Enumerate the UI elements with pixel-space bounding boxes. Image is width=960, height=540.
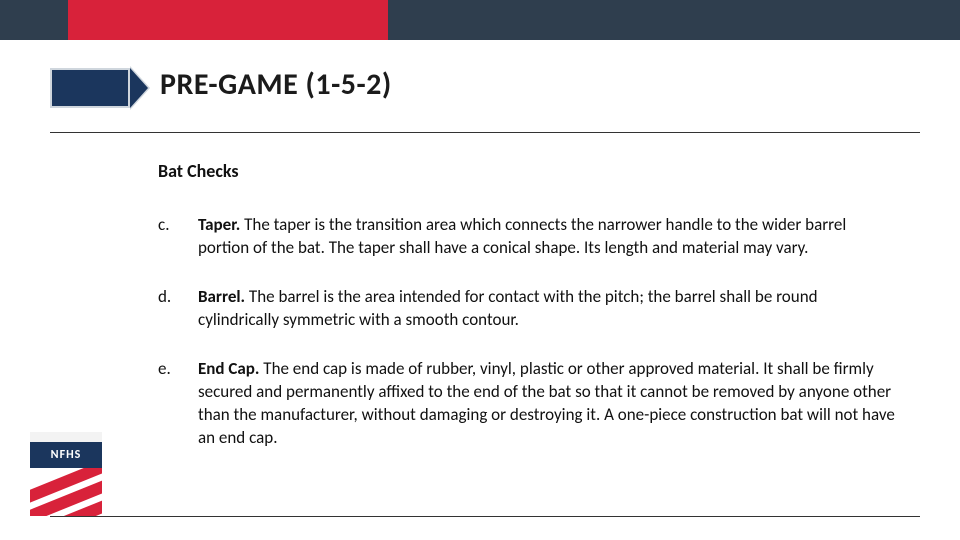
item-body: Barrel. The barrel is the area intended … — [198, 286, 898, 332]
item-text: The barrel is the area intended for cont… — [198, 286, 818, 330]
logo-stripes-icon — [30, 468, 102, 516]
header-accent — [68, 0, 388, 40]
item-body: End Cap. The end cap is made of rubber, … — [198, 358, 898, 450]
nfhs-logo: NFHS — [30, 432, 102, 516]
item-bold: Barrel. — [198, 286, 245, 307]
list-item: c. Taper. The taper is the transition ar… — [158, 214, 898, 260]
item-body: Taper. The taper is the transition area … — [198, 214, 898, 260]
list-item: e. End Cap. The end cap is made of rubbe… — [158, 358, 898, 450]
page-title: PRE-GAME (1-5-2) — [160, 66, 392, 103]
divider-top — [50, 132, 920, 133]
item-text: The taper is the transition area which c… — [198, 214, 846, 258]
list-item: d. Barrel. The barrel is the area intend… — [158, 286, 898, 332]
item-letter: d. — [158, 286, 198, 332]
item-letter: e. — [158, 358, 198, 450]
title-tag-shape — [50, 68, 146, 108]
divider-bottom — [50, 516, 920, 517]
item-text: The end cap is made of rubber, vinyl, pl… — [198, 358, 895, 448]
section-heading: Bat Checks — [158, 160, 239, 182]
item-letter: c. — [158, 214, 198, 260]
item-bold: Taper. — [198, 214, 240, 235]
item-list: c. Taper. The taper is the transition ar… — [158, 200, 898, 450]
logo-text: NFHS — [30, 442, 102, 468]
item-bold: End Cap. — [198, 358, 259, 379]
